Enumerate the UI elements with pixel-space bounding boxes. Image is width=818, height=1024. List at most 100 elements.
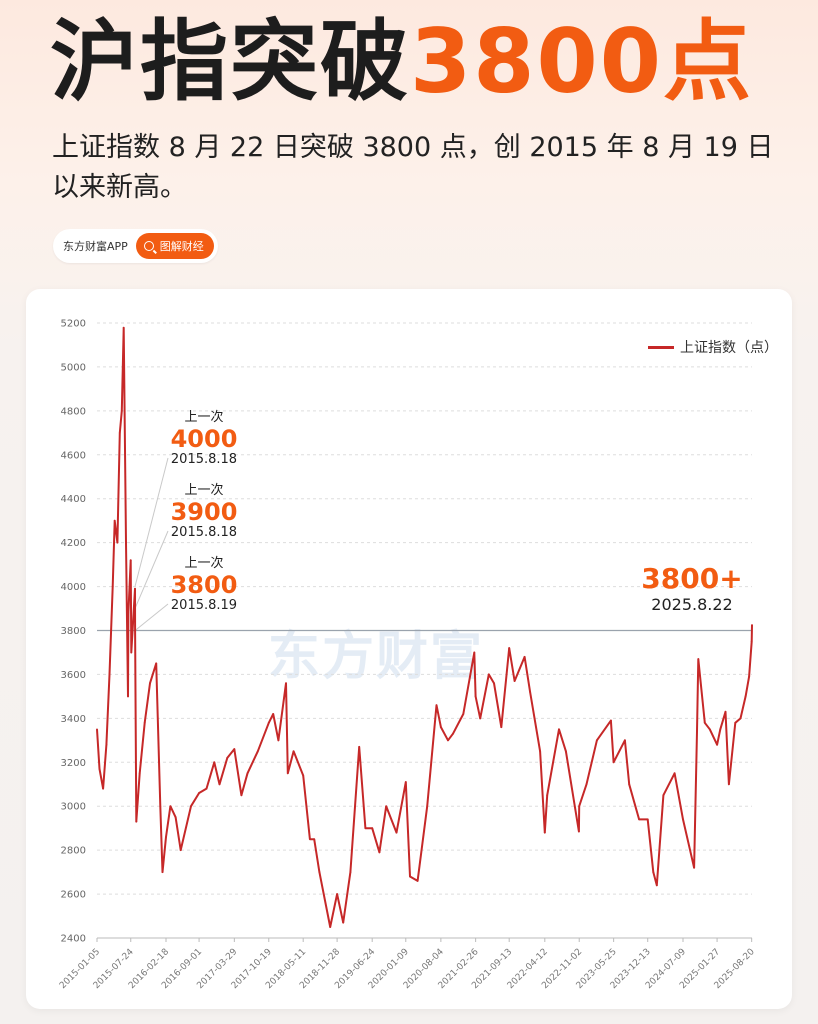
data-point bbox=[198, 792, 200, 794]
data-point bbox=[682, 818, 684, 821]
data-point bbox=[508, 647, 511, 649]
source-pill: 东方财富APP 图解财经 bbox=[53, 229, 218, 263]
data-point bbox=[727, 783, 730, 786]
data-point bbox=[218, 783, 221, 786]
y-tick-label-4000: 4000 bbox=[61, 582, 86, 593]
watermark: 东方财富 bbox=[268, 627, 485, 687]
annotation-4000-label: 上一次 bbox=[184, 410, 224, 425]
data-point bbox=[385, 805, 388, 808]
data-point bbox=[529, 691, 532, 693]
data-point bbox=[462, 713, 465, 715]
data-point bbox=[277, 739, 280, 742]
data-point bbox=[473, 651, 476, 654]
leader-line-1 bbox=[134, 530, 169, 609]
annotation-latest-date: 2025.8.22 bbox=[651, 595, 733, 614]
data-point bbox=[118, 431, 121, 434]
data-point bbox=[134, 587, 136, 590]
data-point bbox=[493, 682, 495, 685]
data-point bbox=[129, 559, 132, 562]
data-point bbox=[748, 675, 751, 678]
data-point bbox=[134, 629, 137, 632]
data-point bbox=[546, 794, 549, 797]
data-point bbox=[233, 748, 236, 751]
data-point bbox=[113, 519, 116, 522]
data-point bbox=[708, 728, 711, 731]
data-point bbox=[143, 721, 146, 724]
data-point bbox=[543, 831, 546, 834]
data-point bbox=[134, 693, 137, 696]
data-point bbox=[364, 827, 367, 830]
annotation-3900-value: 3900 bbox=[170, 498, 238, 526]
y-tick-label-3400: 3400 bbox=[61, 714, 86, 725]
y-tick-label-3800: 3800 bbox=[61, 626, 86, 637]
data-point bbox=[696, 730, 698, 733]
data-point bbox=[716, 743, 718, 746]
data-point bbox=[98, 767, 101, 770]
annotation-3900-date: 2015.8.18 bbox=[170, 525, 238, 540]
data-point bbox=[149, 682, 151, 685]
annotation-3800: 上一次 3800 2015.8.19 bbox=[166, 556, 242, 614]
headline-main: 沪指突破 bbox=[50, 10, 411, 113]
data-point bbox=[205, 787, 208, 790]
data-point bbox=[474, 695, 477, 698]
data-point bbox=[646, 818, 649, 821]
data-point bbox=[165, 836, 167, 838]
data-point bbox=[487, 673, 490, 676]
data-point bbox=[285, 682, 287, 685]
data-point bbox=[416, 879, 419, 882]
data-point bbox=[246, 772, 249, 775]
data-point bbox=[750, 640, 753, 643]
data-point bbox=[130, 651, 133, 654]
y-tick-label-5000: 5000 bbox=[61, 362, 86, 373]
data-point bbox=[513, 680, 516, 682]
category-tag-label: 图解财经 bbox=[159, 240, 204, 253]
data-point bbox=[585, 783, 588, 786]
data-point bbox=[226, 756, 229, 759]
data-point bbox=[697, 658, 700, 660]
data-point bbox=[329, 926, 332, 928]
y-tick-label-5200: 5200 bbox=[61, 319, 86, 330]
data-point bbox=[108, 673, 111, 676]
y-tick-label-4200: 4200 bbox=[61, 538, 86, 549]
data-point bbox=[240, 794, 243, 797]
data-point bbox=[662, 794, 665, 797]
legend: 上证指数（点） bbox=[648, 337, 778, 357]
headline: 沪指突破3800点 bbox=[50, 6, 753, 118]
annotation-3800-label: 上一次 bbox=[184, 556, 224, 571]
legend-swatch bbox=[648, 345, 674, 349]
data-point bbox=[395, 831, 398, 834]
data-point bbox=[652, 871, 655, 874]
data-point bbox=[336, 893, 338, 895]
data-point bbox=[111, 585, 114, 588]
data-point bbox=[161, 871, 164, 874]
data-point bbox=[174, 816, 177, 819]
category-tag[interactable]: 图解财经 bbox=[135, 233, 214, 259]
annotation-4000-date: 2015.8.18 bbox=[170, 452, 238, 467]
y-tick-label-2600: 2600 bbox=[61, 890, 86, 901]
data-point bbox=[213, 761, 216, 764]
data-point bbox=[500, 726, 503, 729]
data-point bbox=[179, 849, 182, 852]
legend-label: 上证指数（点） bbox=[680, 340, 778, 356]
data-point bbox=[378, 851, 381, 854]
data-point bbox=[628, 783, 631, 786]
data-point bbox=[435, 704, 438, 707]
data-point bbox=[744, 695, 747, 698]
source-name: 东方财富APP bbox=[63, 240, 128, 253]
data-point bbox=[596, 739, 598, 742]
data-point bbox=[564, 750, 567, 753]
data-point bbox=[102, 787, 104, 790]
y-tick-label-3600: 3600 bbox=[61, 670, 86, 681]
data-point bbox=[349, 871, 352, 874]
data-point bbox=[703, 721, 706, 724]
annotation-3800-date: 2015.8.19 bbox=[170, 598, 238, 613]
data-point bbox=[309, 838, 311, 841]
data-point bbox=[739, 717, 742, 720]
data-point bbox=[693, 866, 696, 869]
data-point bbox=[558, 728, 560, 731]
y-tick-label-2800: 2800 bbox=[61, 846, 86, 857]
chart-card bbox=[26, 289, 792, 1009]
data-point bbox=[127, 612, 130, 614]
y-tick-label-4800: 4800 bbox=[61, 406, 86, 417]
